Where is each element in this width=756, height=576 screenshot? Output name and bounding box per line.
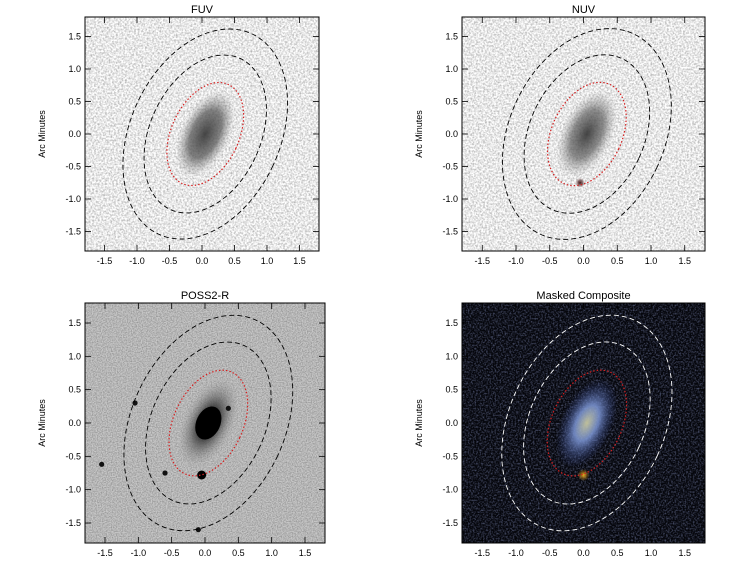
galaxy-emission: [556, 378, 618, 468]
y-tick-label: -1.5: [65, 518, 81, 528]
x-tick-label: 1.0: [261, 256, 274, 266]
panel-title: NUV: [572, 4, 596, 16]
star-point: [162, 470, 168, 476]
x-tick-label: -1.0: [131, 548, 147, 558]
y-axis-label: Arc Minutes: [414, 399, 424, 447]
x-tick-label: 0.0: [577, 548, 590, 558]
star-point: [225, 405, 231, 411]
y-tick-label: 1.5: [68, 318, 81, 328]
y-tick-label: -0.5: [65, 162, 81, 172]
x-tick-label: 0.5: [611, 548, 624, 558]
aperture-ellipse: [546, 81, 627, 187]
x-tick-label: 1.0: [645, 256, 658, 266]
x-tick-label: 1.0: [645, 548, 658, 558]
x-tick-label: -1.5: [97, 256, 113, 266]
star-point: [195, 527, 201, 533]
x-tick-label: -0.5: [542, 548, 558, 558]
panel-title: Masked Composite: [536, 290, 630, 302]
aperture-ellipse: [168, 369, 249, 477]
y-tick-label: 0.5: [445, 385, 458, 395]
annulus-ellipse-1: [501, 314, 673, 532]
y-tick-label: 0.0: [68, 129, 81, 139]
y-tick-label: 0.5: [445, 97, 458, 107]
y-tick-label: -1.5: [442, 227, 458, 237]
star-point: [99, 461, 105, 467]
x-tick-label: -1.0: [508, 548, 524, 558]
y-tick-label: 1.0: [68, 351, 81, 361]
annulus-ellipse-2: [143, 54, 267, 214]
annulus-ellipse-2: [523, 341, 651, 505]
y-tick-label: -0.5: [442, 451, 458, 461]
x-tick-label: -1.0: [129, 256, 145, 266]
y-tick-label: -1.0: [65, 194, 81, 204]
x-tick-label: 1.5: [293, 256, 306, 266]
x-tick-label: 1.5: [299, 548, 312, 558]
panel-image-nuv: [462, 17, 705, 251]
x-tick-label: -0.5: [164, 548, 180, 558]
y-tick-label: -1.0: [65, 485, 81, 495]
y-tick-label: -1.0: [442, 485, 458, 495]
annulus-ellipse-2: [523, 54, 651, 214]
x-tick-label: -0.5: [162, 256, 178, 266]
aperture-ellipse: [166, 81, 245, 187]
y-tick-label: -1.5: [442, 518, 458, 528]
y-tick-label: 0.5: [68, 97, 81, 107]
galaxy-emission: [556, 90, 618, 178]
galaxy-core: [195, 406, 222, 440]
x-tick-label: -1.5: [97, 548, 113, 558]
x-tick-label: -1.5: [474, 256, 490, 266]
galaxy-emission: [175, 90, 236, 178]
y-tick-label: 1.0: [445, 351, 458, 361]
x-tick-label: 0.0: [577, 256, 590, 266]
y-tick-label: 0.0: [445, 418, 458, 428]
x-tick-label: -1.5: [474, 548, 490, 558]
annulus-ellipse-1: [123, 314, 294, 532]
star-point: [132, 400, 138, 406]
panel-poss2r: POSS2-R Arc Minutes -1.5 -1.0 -0.5 0.0 0.5 1.0 1…: [37, 290, 326, 558]
panel-fuv: FUV Arc Minutes -1.5 -1.0 -0.5 0.0 0.5 1.0 1.5 1.…: [37, 4, 320, 266]
annulus-ellipse-1: [501, 28, 672, 240]
x-tick-label: 0.5: [611, 256, 624, 266]
panel-title: POSS2-R: [181, 290, 229, 302]
x-tick-label: 0.0: [199, 548, 212, 558]
star-point: [197, 470, 207, 480]
y-axis-label: Arc Minutes: [414, 110, 424, 158]
x-tick-label: -1.0: [508, 256, 524, 266]
x-tick-label: 0.5: [232, 548, 245, 558]
star-point: [575, 177, 586, 188]
y-tick-label: -0.5: [65, 451, 81, 461]
y-tick-label: 1.0: [68, 64, 81, 74]
y-axis-label: Arc Minutes: [37, 110, 47, 158]
y-tick-label: 1.0: [445, 64, 458, 74]
y-tick-label: 0.0: [68, 418, 81, 428]
y-tick-label: 1.5: [445, 318, 458, 328]
y-tick-label: 1.5: [445, 32, 458, 42]
x-tick-label: 1.0: [265, 548, 278, 558]
panel-nuv: NUV Arc Minutes -1.5 -1.0 -0.5 0.0 0.5 1.0 1.5 1.…: [414, 4, 706, 266]
x-tick-label: 0.0: [196, 256, 209, 266]
x-tick-label: 1.5: [678, 548, 691, 558]
y-tick-label: 0.5: [68, 385, 81, 395]
y-tick-label: -1.0: [442, 194, 458, 204]
annulus-ellipse-1: [122, 28, 288, 240]
y-tick-label: -1.5: [65, 227, 81, 237]
aperture-ellipse: [546, 369, 628, 477]
y-tick-label: -0.5: [442, 162, 458, 172]
x-tick-label: 1.5: [678, 256, 691, 266]
y-axis-label: Arc Minutes: [37, 399, 47, 447]
y-tick-label: 0.0: [445, 129, 458, 139]
star-point: [577, 469, 590, 481]
y-tick-label: 1.5: [68, 32, 81, 42]
panel-image-poss2r: [85, 303, 325, 543]
panel-title: FUV: [191, 4, 214, 16]
x-tick-label: 0.5: [228, 256, 241, 266]
x-tick-label: -0.5: [542, 256, 558, 266]
panel-image-fuv: [85, 17, 319, 251]
panel-composite: Masked Composite Arc Minutes -1.5 -1.0 -0.5 0…: [414, 290, 706, 558]
panel-image-composite: [462, 303, 705, 543]
annulus-ellipse-2: [145, 341, 272, 505]
